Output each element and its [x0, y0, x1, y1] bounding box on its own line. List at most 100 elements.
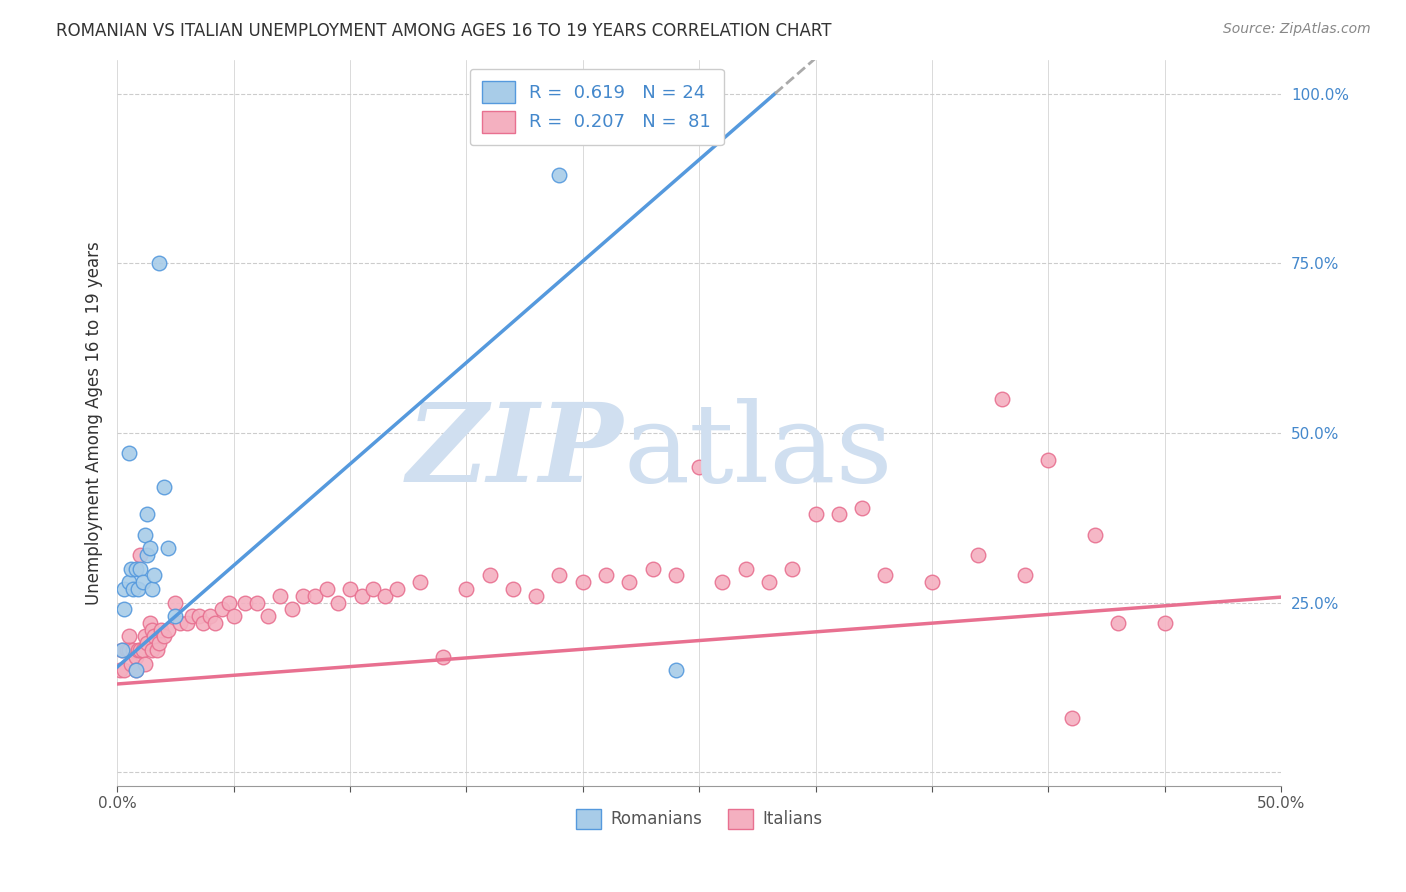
Point: [548, 168, 571, 182]
Point: [456, 582, 478, 596]
Point: [257, 609, 280, 624]
Text: ROMANIAN VS ITALIAN UNEMPLOYMENT AMONG AGES 16 TO 19 YEARS CORRELATION CHART: ROMANIAN VS ITALIAN UNEMPLOYMENT AMONG A…: [56, 22, 832, 40]
Point: [804, 508, 827, 522]
Point: [108, 664, 131, 678]
Point: [1107, 615, 1129, 630]
Legend: Romanians, Italians: Romanians, Italians: [569, 802, 830, 836]
Point: [328, 595, 350, 609]
Point: [619, 575, 641, 590]
Point: [111, 643, 134, 657]
Point: [139, 615, 162, 630]
Point: [1153, 615, 1175, 630]
Point: [132, 643, 155, 657]
Point: [828, 508, 851, 522]
Point: [125, 664, 148, 678]
Point: [148, 636, 170, 650]
Point: [571, 575, 593, 590]
Point: [145, 643, 167, 657]
Point: [143, 630, 166, 644]
Point: [125, 561, 148, 575]
Point: [193, 615, 215, 630]
Text: ZIP: ZIP: [406, 398, 623, 506]
Y-axis label: Unemployment Among Ages 16 to 19 years: Unemployment Among Ages 16 to 19 years: [86, 241, 103, 605]
Point: [524, 589, 547, 603]
Point: [118, 643, 141, 657]
Point: [187, 609, 209, 624]
Point: [1038, 453, 1060, 467]
Point: [136, 636, 159, 650]
Point: [222, 609, 245, 624]
Point: [141, 582, 163, 596]
Point: [665, 664, 688, 678]
Point: [139, 541, 162, 556]
Point: [211, 602, 233, 616]
Point: [641, 561, 664, 575]
Point: [118, 630, 141, 644]
Point: [304, 589, 326, 603]
Point: [281, 602, 304, 616]
Point: [125, 649, 148, 664]
Point: [734, 561, 756, 575]
Point: [502, 582, 524, 596]
Point: [350, 589, 373, 603]
Point: [1014, 568, 1036, 582]
Point: [361, 582, 384, 596]
Point: [136, 548, 159, 562]
Point: [127, 643, 149, 657]
Point: [120, 657, 142, 671]
Point: [112, 664, 135, 678]
Point: [921, 575, 943, 590]
Point: [200, 609, 222, 624]
Point: [120, 561, 142, 575]
Point: [157, 623, 180, 637]
Point: [432, 649, 454, 664]
Point: [218, 595, 240, 609]
Point: [990, 392, 1012, 406]
Point: [141, 643, 163, 657]
Point: [150, 623, 173, 637]
Point: [967, 548, 990, 562]
Point: [374, 589, 396, 603]
Point: [1060, 711, 1083, 725]
Point: [595, 568, 617, 582]
Point: [246, 595, 269, 609]
Point: [112, 582, 135, 596]
Point: [1084, 527, 1107, 541]
Point: [122, 643, 145, 657]
Point: [233, 595, 256, 609]
Point: [152, 480, 174, 494]
Point: [548, 568, 571, 582]
Text: Source: ZipAtlas.com: Source: ZipAtlas.com: [1223, 22, 1371, 37]
Point: [292, 589, 315, 603]
Point: [129, 548, 152, 562]
Text: atlas: atlas: [623, 398, 893, 505]
Point: [152, 630, 174, 644]
Point: [269, 589, 291, 603]
Point: [134, 657, 156, 671]
Point: [111, 643, 134, 657]
Point: [129, 643, 152, 657]
Point: [157, 541, 180, 556]
Point: [875, 568, 897, 582]
Point: [851, 500, 873, 515]
Point: [125, 664, 148, 678]
Point: [711, 575, 734, 590]
Point: [141, 623, 163, 637]
Point: [665, 568, 688, 582]
Point: [134, 527, 156, 541]
Point: [132, 575, 155, 590]
Point: [180, 609, 202, 624]
Point: [758, 575, 780, 590]
Point: [780, 561, 803, 575]
Point: [118, 575, 141, 590]
Point: [169, 615, 191, 630]
Point: [129, 561, 152, 575]
Point: [115, 643, 138, 657]
Point: [315, 582, 337, 596]
Point: [409, 575, 432, 590]
Point: [385, 582, 408, 596]
Point: [148, 256, 170, 270]
Point: [118, 446, 141, 460]
Point: [136, 508, 159, 522]
Point: [688, 459, 710, 474]
